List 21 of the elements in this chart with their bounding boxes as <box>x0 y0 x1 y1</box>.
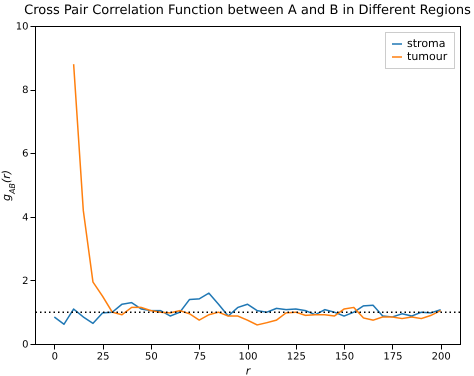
x-tick-label: 100 <box>238 352 258 362</box>
line-series <box>72 63 442 326</box>
y-tick-label: 8 <box>22 85 28 96</box>
legend-label: tumour <box>407 50 448 63</box>
legend-label: stroma <box>407 37 446 50</box>
x-tick-label: 175 <box>383 352 402 362</box>
x-tick-label: 50 <box>145 352 158 362</box>
y-tick-label: 0 <box>22 340 28 350</box>
x-axis-title: r <box>246 364 252 376</box>
x-tick-label: 200 <box>432 352 451 362</box>
y-tick-label: 6 <box>22 148 28 160</box>
y-tick-label: 2 <box>22 276 28 287</box>
chart-title: Cross Pair Correlation Function between A and B in Different Regions <box>24 3 472 18</box>
x-tick-label: 0 <box>52 352 58 362</box>
x-tick-label: 25 <box>96 352 110 362</box>
y-tick-label: 4 <box>22 212 28 224</box>
x-tick-label: 150 <box>335 352 354 362</box>
x-tick-label: 75 <box>193 352 206 362</box>
x-tick-label: 125 <box>286 352 306 362</box>
line-series <box>54 292 442 326</box>
y-tick-label: 10 <box>16 22 28 32</box>
